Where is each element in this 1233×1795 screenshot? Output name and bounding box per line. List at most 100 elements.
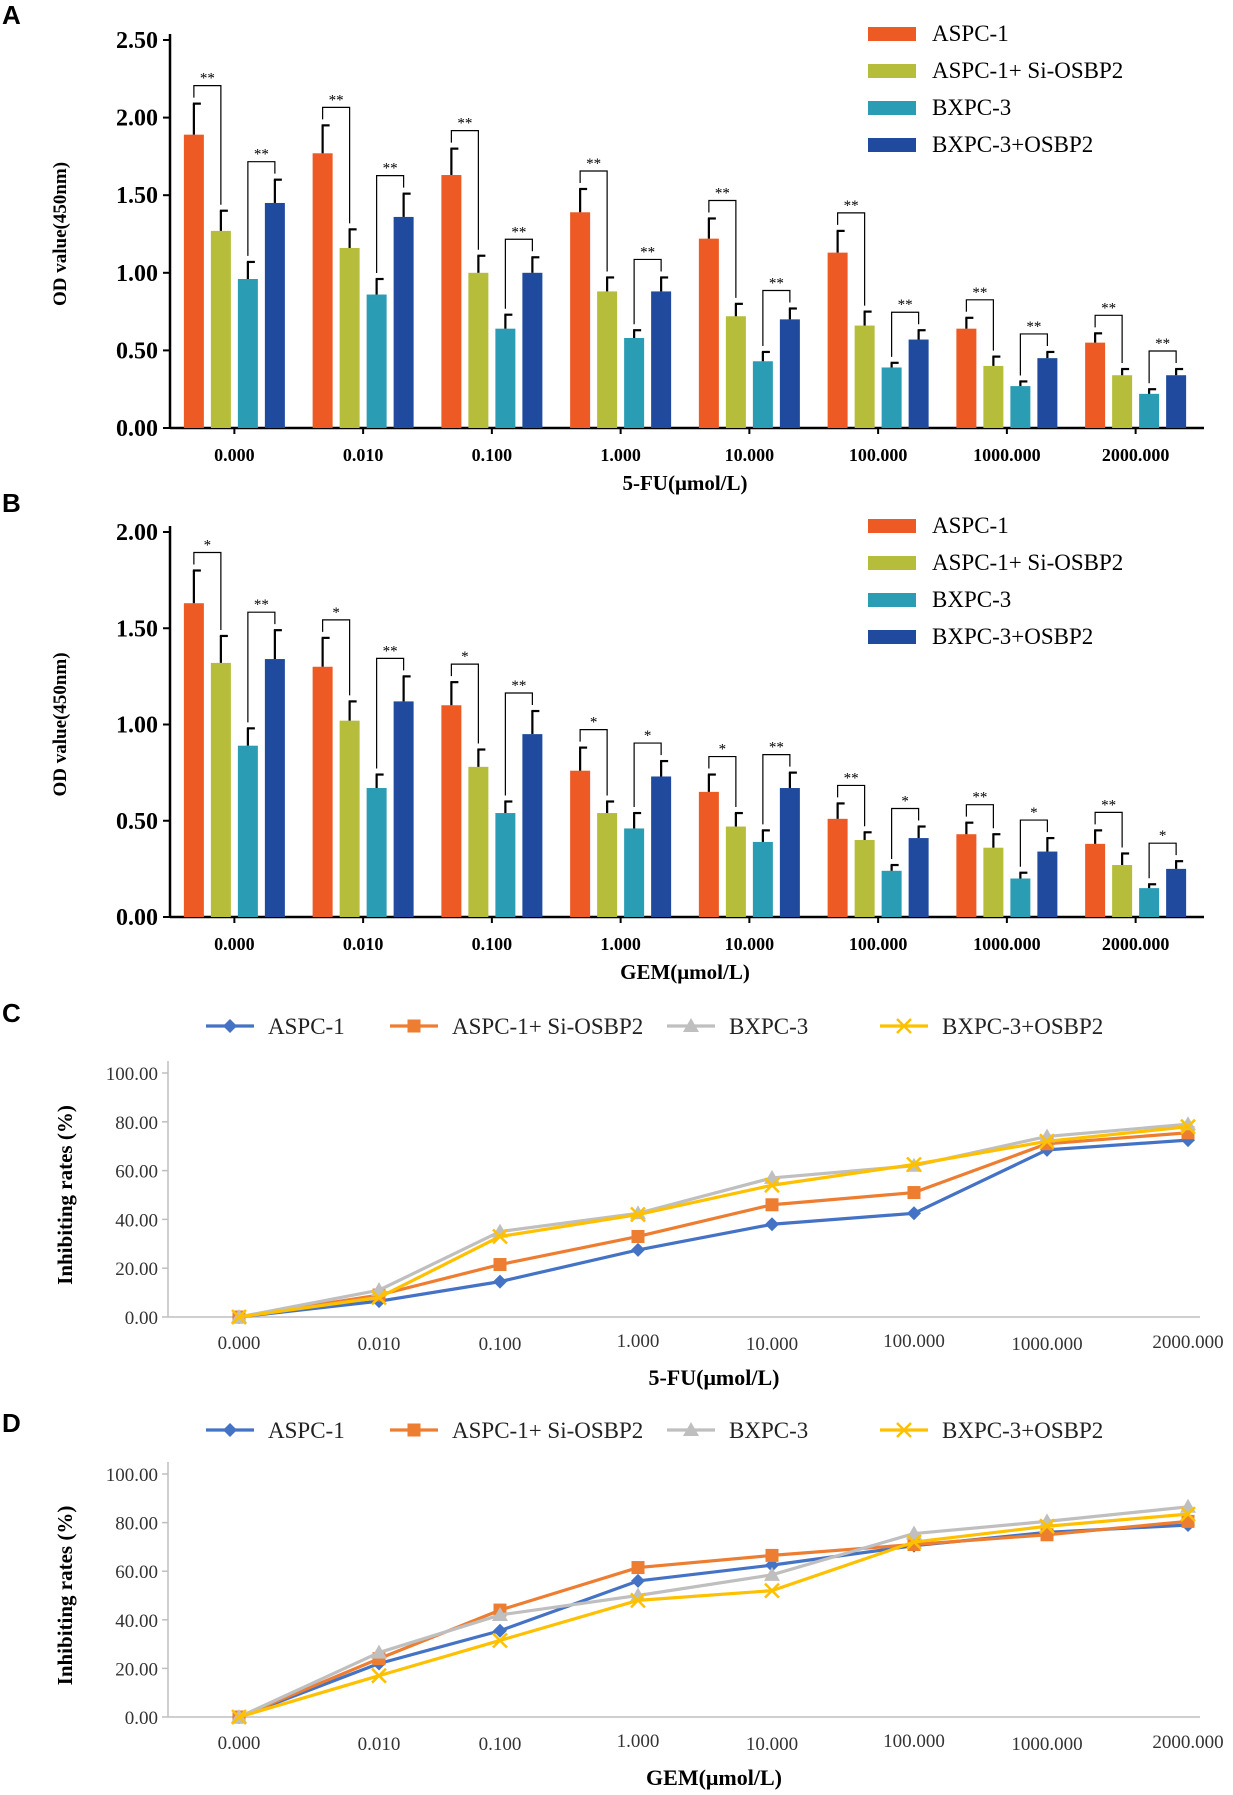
series-line: [238, 1523, 1189, 1719]
x-marker: [630, 1206, 646, 1223]
x-tick-label: 100.000: [849, 445, 908, 465]
y-tick-label: 60.00: [115, 1162, 158, 1183]
x-tick-label: 10.000: [746, 1734, 798, 1755]
bar: [393, 216, 414, 428]
bar: [983, 847, 1004, 917]
x-tick-label: 1.000: [600, 934, 641, 954]
legend-label: BXPC-3+OSBP2: [932, 132, 1093, 157]
y-tick-label: 0.50: [116, 338, 158, 364]
x-tick-label: 0.000: [214, 445, 255, 465]
series-line: [238, 1512, 1189, 1719]
diamond-marker: [223, 1019, 237, 1033]
bar: [725, 316, 746, 428]
bar: [441, 175, 462, 428]
bar: [495, 813, 516, 917]
legend-swatch: [868, 593, 916, 607]
panel-label-c: C: [2, 998, 21, 1028]
bar: [956, 328, 977, 428]
y-tick-label: 80.00: [115, 1514, 158, 1535]
bar: [651, 776, 672, 917]
square-marker: [631, 1561, 645, 1575]
bar: [570, 770, 591, 917]
triangle-marker: [371, 1644, 387, 1659]
significance-label: *: [719, 742, 727, 758]
significance-bracket: [247, 611, 276, 723]
bar: [570, 212, 591, 428]
panel-label-b: B: [2, 488, 21, 518]
significance-bracket: [1148, 842, 1177, 879]
x-tick-label: 0.000: [218, 1733, 261, 1754]
x-marker: [231, 1709, 247, 1725]
bar: [264, 202, 285, 428]
x-marker: [896, 1422, 912, 1438]
significance-label: *: [1159, 828, 1167, 844]
significance-bracket: [504, 238, 533, 309]
significance-label: **: [457, 116, 472, 132]
x-marker: [492, 1228, 508, 1245]
y-tick-label: 0.50: [116, 809, 158, 835]
legend-label: ASPC-1: [932, 513, 1009, 538]
x-tick-label: 1000.000: [973, 934, 1041, 954]
legend-label: ASPC-1+ Si-OSBP2: [932, 550, 1123, 575]
bar: [1139, 888, 1160, 917]
bar: [779, 319, 800, 428]
y-tick-label: 1.50: [116, 616, 158, 642]
significance-label: **: [769, 275, 784, 291]
square-marker: [493, 1258, 507, 1272]
x-tick-label: 0.100: [479, 1334, 522, 1355]
x-axis-title: 5-FU(μmol/L): [648, 1365, 779, 1390]
significance-label: **: [1101, 797, 1116, 813]
significance-label: **: [1026, 319, 1041, 335]
legend-label: BXPC-3: [932, 95, 1011, 120]
bar: [237, 279, 258, 428]
y-tick-label: 40.00: [115, 1210, 158, 1231]
bar: [468, 766, 489, 917]
significance-bracket: [579, 170, 608, 272]
bar: [956, 834, 977, 917]
bar: [597, 291, 618, 428]
bar: [468, 272, 489, 428]
bar: [1037, 358, 1058, 428]
significance-label: **: [640, 244, 655, 260]
x-marker: [1039, 1518, 1055, 1535]
significance-label: **: [972, 285, 987, 301]
bar: [264, 659, 285, 917]
significance-bracket: [376, 175, 405, 274]
legend-label: ASPC-1: [268, 1418, 345, 1443]
y-tick-label: 40.00: [115, 1611, 158, 1632]
x-marker: [906, 1156, 922, 1173]
diamond-marker: [907, 1206, 921, 1221]
legend-label: ASPC-1: [932, 21, 1009, 46]
triangle-marker: [906, 1525, 922, 1540]
x-marker: [896, 1018, 912, 1034]
bar: [210, 662, 231, 917]
significance-bracket: [633, 258, 662, 325]
legend-label: BXPC-3: [729, 1418, 808, 1443]
square-marker: [407, 1423, 421, 1437]
panel-label-d: D: [2, 1408, 21, 1438]
bar: [522, 734, 543, 917]
significance-bracket: [708, 199, 737, 298]
triangle-marker: [492, 1606, 508, 1621]
bar: [183, 603, 204, 917]
bar: [312, 153, 333, 428]
significance-bracket: [1148, 350, 1177, 384]
legend-label: ASPC-1+ Si-OSBP2: [452, 1418, 643, 1443]
significance-bracket: [633, 742, 662, 808]
y-tick-label: 0.00: [125, 1308, 158, 1329]
legend-label: BXPC-3: [932, 587, 1011, 612]
triangle-marker: [683, 1018, 699, 1032]
bar: [779, 788, 800, 917]
bar: [1112, 375, 1133, 428]
legend-swatch: [868, 556, 916, 570]
x-tick-label: 1000.000: [1011, 1734, 1082, 1755]
bar-chart-5fu-od: 0.00 0.50 1.00 1.50 2.00 2.50 OD value(450nm) 0…: [50, 21, 1204, 495]
significance-label: **: [844, 198, 859, 214]
significance-bracket: [193, 551, 222, 630]
y-tick-label: 1.00: [116, 261, 158, 287]
x-marker: [371, 1289, 387, 1306]
significance-label: *: [204, 538, 212, 554]
bar: [366, 294, 387, 428]
significance-label: **: [769, 740, 784, 756]
square-marker: [407, 1019, 421, 1033]
